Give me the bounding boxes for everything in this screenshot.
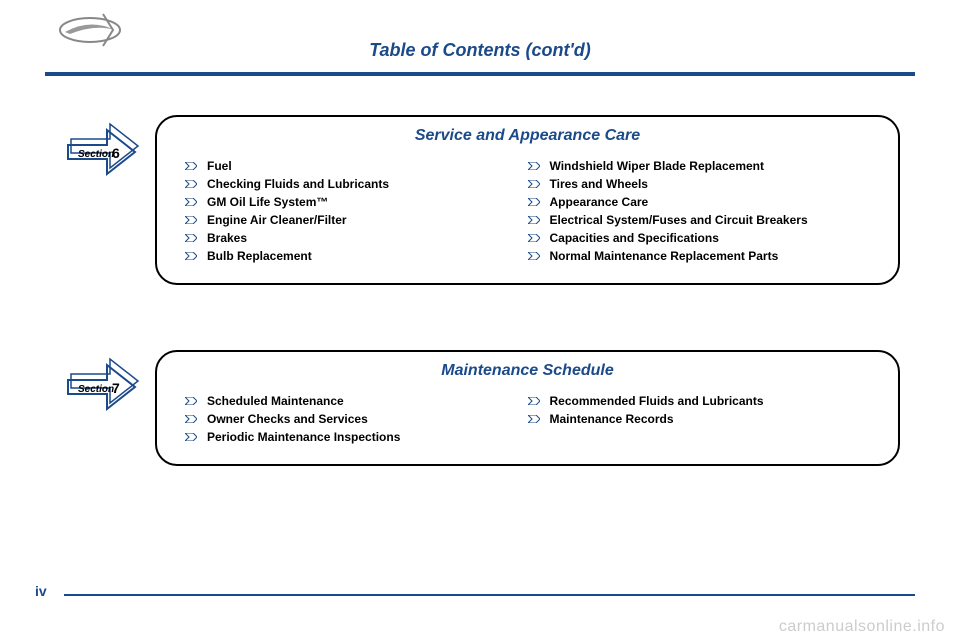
- toc-item[interactable]: Bulb Replacement: [185, 249, 528, 263]
- bullet-arrow-icon: [185, 180, 197, 188]
- toc-item[interactable]: Checking Fluids and Lubricants: [185, 177, 528, 191]
- bullet-arrow-icon: [185, 415, 197, 423]
- section-6: Section 6 Service and Appearance Care Fu…: [65, 115, 900, 285]
- bullet-arrow-icon: [528, 252, 540, 260]
- section-label: Section: [78, 149, 114, 160]
- toc-item-label: Engine Air Cleaner/Filter: [207, 213, 347, 227]
- toc-item[interactable]: GM Oil Life System™: [185, 195, 528, 209]
- bullet-arrow-icon: [185, 433, 197, 441]
- bullet-arrow-icon: [528, 198, 540, 206]
- toc-item[interactable]: Electrical System/Fuses and Circuit Brea…: [528, 213, 871, 227]
- box-title: Maintenance Schedule: [185, 362, 870, 380]
- bullet-arrow-icon: [185, 198, 197, 206]
- toc-item[interactable]: Capacities and Specifications: [528, 231, 871, 245]
- toc-item-label: Fuel: [207, 159, 232, 173]
- toc-item[interactable]: Scheduled Maintenance: [185, 394, 528, 408]
- toc-item-label: Bulb Replacement: [207, 249, 312, 263]
- bullet-arrow-icon: [528, 216, 540, 224]
- section-7: Section 7 Maintenance Schedule Scheduled…: [65, 350, 900, 466]
- footer-divider: [64, 594, 915, 596]
- section-number: 6: [112, 145, 120, 161]
- section-arrow-7: Section 7: [65, 355, 140, 415]
- toc-column-right: Recommended Fluids and Lubricants Mainten…: [528, 390, 871, 448]
- toc-item-label: Brakes: [207, 231, 247, 245]
- toc-item[interactable]: Appearance Care: [528, 195, 871, 209]
- bullet-arrow-icon: [185, 162, 197, 170]
- bullet-arrow-icon: [528, 397, 540, 405]
- toc-column-left: Fuel Checking Fluids and Lubricants GM Oil…: [185, 155, 528, 267]
- section-arrow-6: Section 6: [65, 120, 140, 180]
- toc-item-label: Recommended Fluids and Lubricants: [550, 394, 764, 408]
- header-divider: [45, 72, 915, 76]
- bullet-arrow-icon: [528, 234, 540, 242]
- box-title: Service and Appearance Care: [185, 127, 870, 145]
- toc-item-label: Maintenance Records: [550, 412, 674, 426]
- toc-item-label: Checking Fluids and Lubricants: [207, 177, 389, 191]
- toc-item-label: Electrical System/Fuses and Circuit Brea…: [550, 213, 808, 227]
- toc-item[interactable]: Owner Checks and Services: [185, 412, 528, 426]
- bullet-arrow-icon: [185, 397, 197, 405]
- toc-item[interactable]: Normal Maintenance Replacement Parts: [528, 249, 871, 263]
- toc-item-label: Normal Maintenance Replacement Parts: [550, 249, 779, 263]
- toc-item-label: Capacities and Specifications: [550, 231, 719, 245]
- toc-item-label: Appearance Care: [550, 195, 649, 209]
- toc-item-label: Tires and Wheels: [550, 177, 648, 191]
- toc-columns: Fuel Checking Fluids and Lubricants GM Oil…: [185, 155, 870, 267]
- toc-item[interactable]: Brakes: [185, 231, 528, 245]
- bullet-arrow-icon: [185, 252, 197, 260]
- section-number: 7: [112, 380, 120, 396]
- toc-item-label: Owner Checks and Services: [207, 412, 368, 426]
- toc-item[interactable]: Windshield Wiper Blade Replacement: [528, 159, 871, 173]
- toc-columns: Scheduled Maintenance Owner Checks and Se…: [185, 390, 870, 448]
- content-box-6: Service and Appearance Care Fuel Checking…: [155, 115, 900, 285]
- bullet-arrow-icon: [528, 162, 540, 170]
- page-title: Table of Contents (cont'd): [0, 40, 960, 61]
- bullet-arrow-icon: [528, 180, 540, 188]
- toc-column-left: Scheduled Maintenance Owner Checks and Se…: [185, 390, 528, 448]
- bullet-arrow-icon: [185, 216, 197, 224]
- toc-item[interactable]: Maintenance Records: [528, 412, 871, 426]
- bullet-arrow-icon: [185, 234, 197, 242]
- page-number: iv: [35, 583, 47, 599]
- toc-item-label: GM Oil Life System™: [207, 195, 328, 209]
- content-box-7: Maintenance Schedule Scheduled Maintenan…: [155, 350, 900, 466]
- toc-item[interactable]: Periodic Maintenance Inspections: [185, 430, 528, 444]
- toc-item-label: Periodic Maintenance Inspections: [207, 430, 400, 444]
- toc-item[interactable]: Tires and Wheels: [528, 177, 871, 191]
- bullet-arrow-icon: [528, 415, 540, 423]
- toc-item[interactable]: Engine Air Cleaner/Filter: [185, 213, 528, 227]
- section-label: Section: [78, 384, 114, 395]
- toc-item-label: Windshield Wiper Blade Replacement: [550, 159, 765, 173]
- toc-item[interactable]: Recommended Fluids and Lubricants: [528, 394, 871, 408]
- toc-item-label: Scheduled Maintenance: [207, 394, 344, 408]
- watermark: carmanualsonline.info: [779, 618, 945, 636]
- toc-column-right: Windshield Wiper Blade Replacement Tires …: [528, 155, 871, 267]
- toc-item[interactable]: Fuel: [185, 159, 528, 173]
